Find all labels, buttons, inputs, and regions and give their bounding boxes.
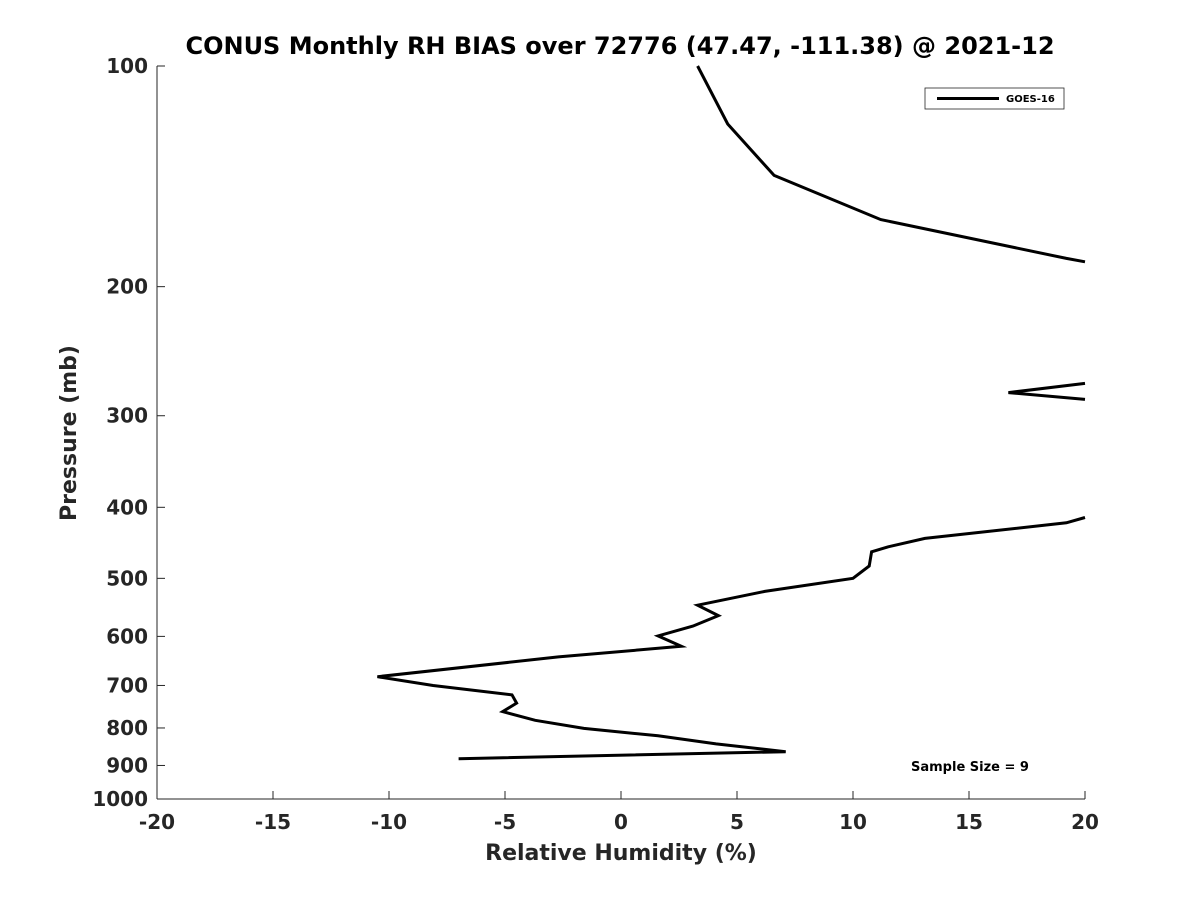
series-line-goes-16-segment-2 [1008, 381, 1086, 401]
x-tick-label: -10 [371, 810, 407, 834]
y-axis-label: Pressure (mb) [57, 345, 82, 521]
series-layer [377, 65, 1086, 761]
y-tick-label: 900 [106, 753, 148, 777]
y-tick-label: 500 [106, 566, 148, 590]
legend-label-goes-16: GOES-16 [1006, 94, 1055, 105]
y-tick-label: 600 [106, 624, 148, 648]
x-tick-label: -15 [255, 810, 291, 834]
x-tick-label: 10 [839, 810, 867, 834]
chart-title: CONUS Monthly RH BIAS over 72776 (47.47,… [185, 32, 1054, 60]
legend: GOES-16 [924, 87, 1065, 110]
plot-area: -20 -15 -10 -5 0 5 10 15 20 100 200 300 400 500 600 70… [92, 54, 1099, 834]
series-line-goes-16-segment-1 [696, 65, 1086, 264]
y-axis-ticks: 100 200 300 400 500 600 700 800 900 1000 [92, 54, 165, 811]
y-tick-label: 700 [106, 673, 148, 697]
x-tick-label: 5 [730, 810, 744, 834]
series-line-goes-16-segment-3 [377, 516, 1086, 761]
x-tick-label: 20 [1071, 810, 1099, 834]
x-axis-label: Relative Humidity (%) [485, 841, 757, 866]
x-tick-label: 15 [955, 810, 983, 834]
y-tick-label: 1000 [92, 787, 148, 811]
x-tick-label: 0 [614, 810, 628, 834]
y-tick-label: 200 [106, 275, 148, 299]
x-axis-ticks: -20 -15 -10 -5 0 5 10 15 20 [139, 791, 1099, 834]
y-tick-label: 100 [106, 54, 148, 78]
y-tick-label: 800 [106, 716, 148, 740]
x-tick-label: -5 [494, 810, 516, 834]
y-tick-label: 300 [106, 404, 148, 428]
y-tick-label: 400 [106, 495, 148, 519]
x-tick-label: -20 [139, 810, 175, 834]
sample-size-annotation: Sample Size = 9 [911, 760, 1029, 775]
